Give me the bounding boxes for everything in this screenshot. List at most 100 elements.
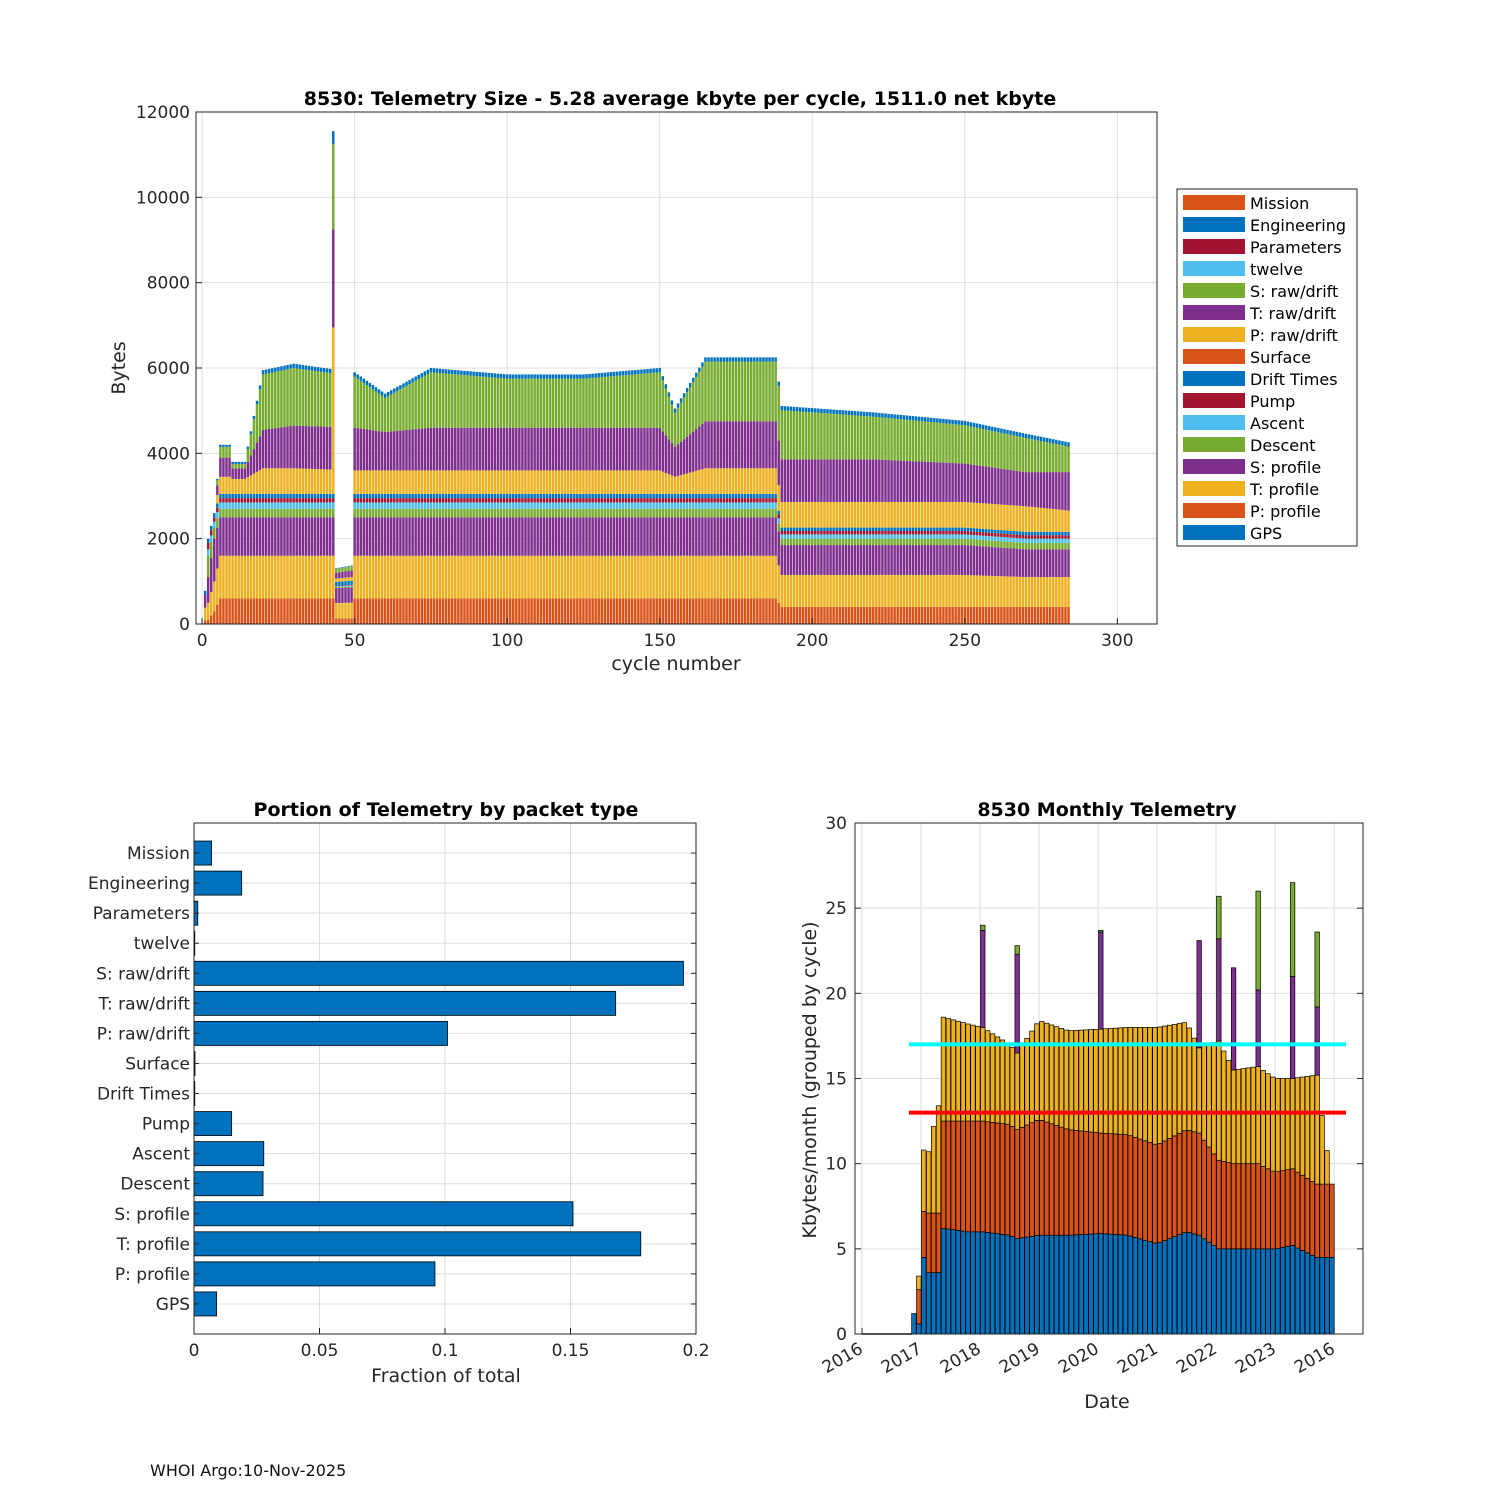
telemetry-size-bar-segment — [890, 418, 893, 461]
telemetry-size-bar-segment — [850, 545, 854, 575]
telemetry-size-bar-segment — [762, 493, 765, 499]
telemetry-size-bar-segment — [579, 508, 582, 518]
telemetry-size-bar-segment — [908, 574, 912, 607]
telemetry-size-bar-segment — [872, 606, 875, 624]
telemetry-size-bar-segment — [701, 469, 704, 494]
telemetry-size-bar-segment — [289, 517, 292, 556]
telemetry-size-bar-segment — [765, 502, 768, 509]
telemetry-size-bar-segment — [698, 426, 701, 470]
telemetry-size-bar-segment — [673, 502, 677, 509]
telemetry-size-bar-segment — [301, 598, 305, 624]
telemetry-size-bar-segment — [588, 517, 591, 556]
telemetry-size-bar-segment — [963, 425, 967, 464]
telemetry-size-bar-segment — [463, 427, 466, 471]
monthly-bar-segment — [1078, 1029, 1084, 1132]
telemetry-size-bar-segment — [1042, 549, 1046, 578]
telemetry-size-bar-segment — [344, 602, 347, 619]
telemetry-size-bar-segment — [704, 493, 707, 499]
telemetry-size-bar-segment — [585, 427, 588, 471]
telemetry-size-bar-segment — [746, 361, 750, 422]
telemetry-size-bar-segment — [820, 527, 823, 531]
telemetry-size-bar-segment — [951, 419, 954, 425]
telemetry-size-bar-segment — [887, 413, 890, 419]
telemetry-size-bar-segment — [423, 470, 427, 494]
telemetry-size-bar-segment — [490, 427, 494, 471]
telemetry-size-bar-segment — [695, 508, 698, 518]
telemetry-size-bar-segment — [978, 535, 982, 540]
telemetry-size-bar-segment — [316, 498, 320, 503]
telemetry-size-bar-segment — [231, 468, 234, 479]
telemetry-size-bar-segment — [664, 493, 668, 499]
telemetry-size-bar-segment — [539, 555, 542, 599]
telemetry-size-bar-segment — [487, 427, 491, 471]
telemetry-size-bar-segment — [923, 534, 927, 539]
telemetry-size-bar-segment — [850, 415, 854, 460]
telemetry-size-bar-segment — [820, 530, 823, 535]
telemetry-size-bar-segment — [893, 534, 896, 539]
telemetry-size-bar-segment — [929, 527, 933, 531]
telemetry-size-bar-segment — [627, 555, 631, 599]
telemetry-size-bar-segment — [521, 517, 524, 556]
telemetry-size-bar-segment — [969, 534, 973, 540]
telemetry-size-bar-segment — [255, 555, 259, 599]
telemetry-size-bar-segment — [749, 357, 753, 362]
telemetry-size-bar-segment — [432, 598, 436, 624]
telemetry-size-bar-segment — [890, 606, 893, 624]
telemetry-size-bar-segment — [533, 598, 536, 624]
portion-bar — [193, 1261, 436, 1287]
telemetry-size-bar-segment — [759, 498, 762, 503]
telemetry-size-bar-segment — [530, 374, 533, 379]
telemetry-size-bar-segment — [627, 493, 631, 499]
telemetry-size-bar-segment — [371, 517, 375, 556]
telemetry-size-bar-segment — [634, 502, 637, 509]
telemetry-size-bar-segment — [521, 374, 524, 379]
telemetry-size-bar-segment — [762, 498, 765, 503]
telemetry-size-bar-segment — [414, 502, 417, 509]
telemetry-size-bar-segment — [850, 538, 854, 546]
monthly-bar-segment — [1299, 1174, 1306, 1251]
telemetry-size-bar-segment — [319, 426, 323, 470]
telemetry-size-bar-segment — [737, 421, 741, 469]
telemetry-size-bar-segment — [304, 498, 308, 503]
legend-swatch — [1183, 195, 1245, 210]
telemetry-size-bar-segment — [1018, 471, 1021, 506]
telemetry-size-bar-segment — [929, 538, 933, 546]
telemetry-size-bar-segment — [1000, 530, 1003, 534]
telemetry-size-bar-segment — [679, 493, 683, 499]
telemetry-size-bar-segment — [826, 530, 829, 535]
telemetry-size-bar-segment — [255, 498, 259, 503]
telemetry-size-bar-segment — [271, 502, 274, 509]
telemetry-size-bar-segment — [508, 508, 512, 518]
telemetry-size-bar-segment — [603, 555, 607, 599]
telemetry-size-bar-segment — [301, 502, 305, 509]
telemetry-size-bar-segment — [960, 420, 963, 425]
portion-category-label: S: profile — [114, 1205, 190, 1225]
telemetry-size-bar-segment — [432, 555, 436, 599]
telemetry-size-bar-segment — [310, 508, 314, 518]
telemetry-size-xtick-label: 250 — [949, 631, 981, 651]
monthly-bar-segment — [1216, 1159, 1222, 1250]
telemetry-size-bar-segment — [887, 530, 890, 535]
monthly-bar-segment — [1250, 1066, 1256, 1165]
telemetry-size-bar-segment — [206, 555, 210, 578]
telemetry-size-bar-segment — [508, 502, 512, 509]
telemetry-size-bar-segment — [573, 427, 576, 471]
telemetry-size-bar-segment — [765, 361, 768, 422]
telemetry-size-bar-segment — [984, 529, 988, 533]
telemetry-size-bar-segment — [972, 502, 976, 529]
telemetry-size-bar-segment — [289, 508, 292, 518]
telemetry-size-bar-segment — [914, 530, 918, 535]
telemetry-size-bar-segment — [804, 411, 808, 460]
telemetry-size-bar-segment — [1048, 549, 1052, 578]
telemetry-size-bar-segment — [692, 493, 695, 499]
telemetry-size-bar-segment — [438, 493, 442, 499]
telemetry-size-bar-segment — [920, 527, 924, 531]
telemetry-size-bar-segment — [875, 574, 878, 607]
telemetry-size-bar-segment — [942, 606, 945, 624]
telemetry-size-bar-segment — [734, 508, 738, 518]
telemetry-size-bar-segment — [658, 470, 661, 494]
telemetry-size-bar-segment — [362, 598, 366, 624]
telemetry-size-bar-segment — [1009, 430, 1012, 435]
telemetry-size-bar-segment — [533, 470, 536, 494]
